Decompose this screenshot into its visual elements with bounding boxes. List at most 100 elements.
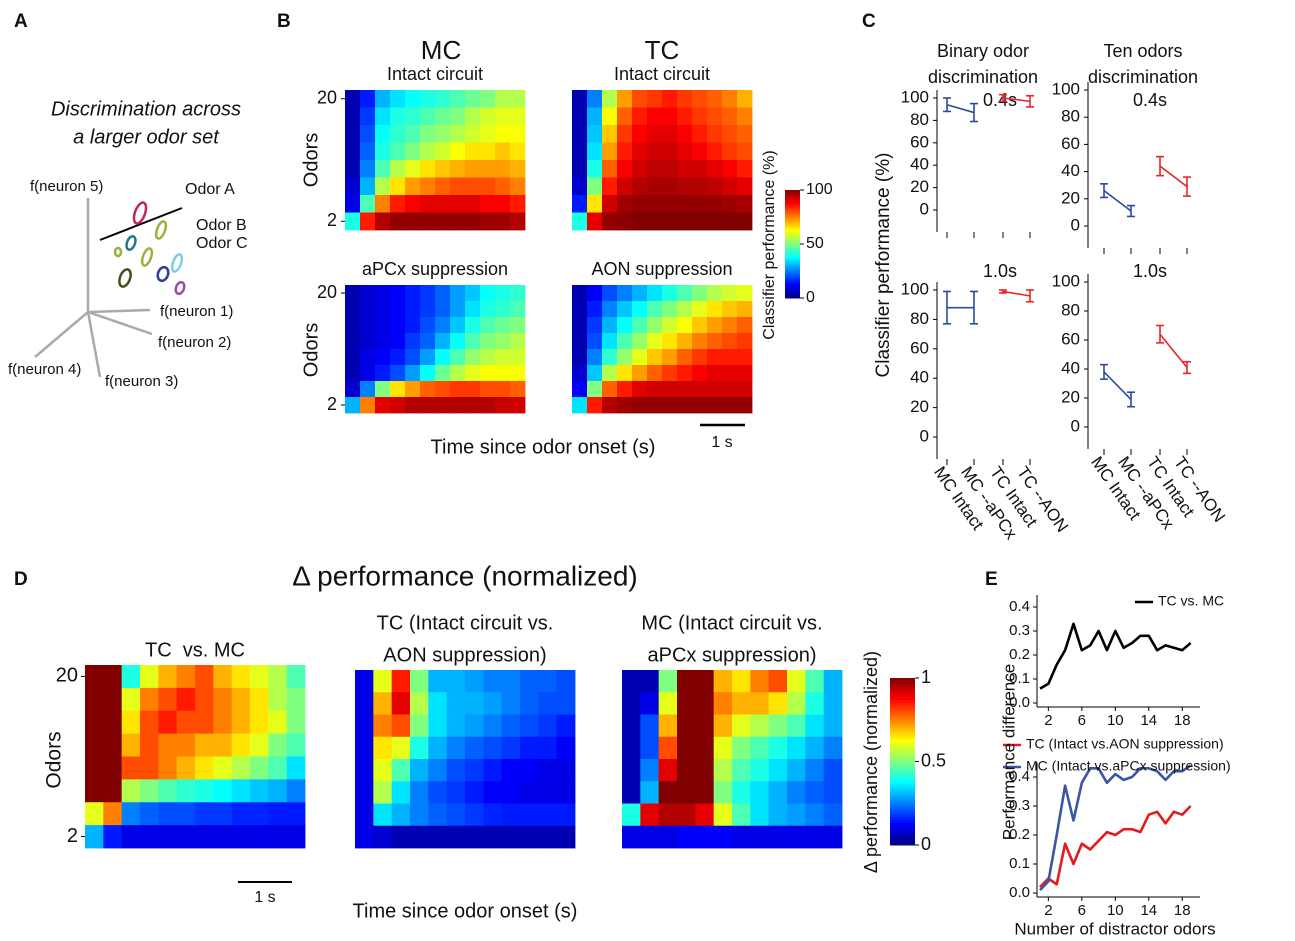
heatmap-cell xyxy=(213,733,233,757)
colorbar-segment xyxy=(890,836,915,840)
heatmap-cell xyxy=(410,670,429,693)
heatmap-cell xyxy=(495,125,511,143)
heatmap-cell xyxy=(465,107,481,126)
heatmap-cell xyxy=(405,142,421,161)
heatmap-cell xyxy=(750,825,770,849)
heatmap-cell xyxy=(602,365,618,382)
heatmap-cell xyxy=(572,107,588,126)
colorbar-segment xyxy=(890,783,915,788)
heatmap-cell xyxy=(787,759,806,782)
heatmap-cell xyxy=(450,160,466,178)
heatmap-cell xyxy=(390,125,406,143)
chart-subtitle: 1.0s xyxy=(983,261,1017,281)
scale-bar-label: 1 s xyxy=(254,889,275,906)
colorbar-segment xyxy=(785,274,800,277)
heatmap-cell xyxy=(480,195,496,213)
heatmap-cell xyxy=(707,349,723,366)
panel-title: a larger odor set xyxy=(73,126,220,148)
colorbar-segment xyxy=(890,728,915,732)
heatmap-cell xyxy=(213,710,233,735)
heatmap-cell xyxy=(622,714,641,738)
heatmap-cell xyxy=(450,397,466,414)
heatmap-cell xyxy=(213,779,233,803)
odor-space-axes xyxy=(34,198,153,378)
heatmap-cell xyxy=(176,825,196,849)
heatmap-cell xyxy=(355,759,374,782)
colorbar-segment xyxy=(890,730,915,735)
heatmap-cell xyxy=(510,125,526,143)
heatmap-cell xyxy=(510,317,526,334)
colorbar-tick-label: 0.5 xyxy=(921,750,946,770)
heatmap-cell xyxy=(410,803,429,827)
heatmap-cell xyxy=(556,736,576,760)
heatmap-cell xyxy=(213,802,233,826)
heatmap-cell xyxy=(103,687,123,712)
y-tick-label: 2 xyxy=(327,210,337,230)
colorbar-segment xyxy=(890,819,915,824)
heatmap-cell xyxy=(286,665,306,689)
heatmap-cell xyxy=(405,212,421,231)
heatmap-cell xyxy=(345,142,361,161)
heatmap-cell xyxy=(647,285,663,302)
heatmap-cell xyxy=(695,825,715,849)
colorbar-segment xyxy=(785,191,800,195)
heatmap-cell xyxy=(195,687,214,712)
heatmap-cell xyxy=(662,333,678,350)
heatmap-cell xyxy=(405,90,421,108)
heatmap-cell xyxy=(647,125,663,143)
heatmap-cell xyxy=(823,781,843,804)
heatmap-cell xyxy=(587,195,603,213)
colorbar-segment xyxy=(890,806,915,810)
heatmap-cell xyxy=(722,333,738,350)
colorbar-segment xyxy=(785,231,800,234)
colorbar-segment xyxy=(890,711,915,715)
colorbar-segment xyxy=(785,285,800,288)
heatmap-cell xyxy=(345,285,361,302)
heatmap-cell xyxy=(787,692,806,715)
heatmap-cell xyxy=(617,301,633,318)
heatmap-cell xyxy=(556,670,576,693)
x-tick-label: 18 xyxy=(1174,712,1191,729)
heatmap-cell xyxy=(428,803,448,827)
y-tick-label: 2 xyxy=(67,825,78,847)
heatmap-title: AON suppression xyxy=(591,259,732,279)
heatmap-cell xyxy=(677,212,693,231)
heatmap-cell xyxy=(140,802,159,826)
heatmap-cell xyxy=(250,779,269,803)
heatmap-cell xyxy=(231,802,251,826)
heatmap-cell xyxy=(480,397,496,414)
heatmap-cell xyxy=(85,733,104,757)
heatmap-cell xyxy=(602,177,618,196)
heatmap-cell xyxy=(360,142,376,161)
heatmap-cell xyxy=(345,195,361,213)
heatmap-cell xyxy=(420,365,436,382)
panel-label: E xyxy=(985,569,998,590)
heatmap-cell xyxy=(375,107,391,126)
colorbar-segment xyxy=(785,294,800,297)
heatmap-cell xyxy=(768,736,788,760)
y-tick-label: 0.4 xyxy=(1009,768,1030,785)
heatmap-cell xyxy=(435,160,451,178)
heatmap-cell xyxy=(662,142,678,161)
odor-cluster xyxy=(132,201,148,225)
heatmap-cell xyxy=(632,317,648,334)
heatmap-cell xyxy=(446,670,466,693)
heatmap-cell xyxy=(677,125,693,143)
heatmap-cell xyxy=(103,825,123,849)
heatmap-cell xyxy=(617,90,633,108)
heatmap-cell xyxy=(268,825,288,849)
heatmap-cell xyxy=(213,687,233,712)
heatmap-cell xyxy=(617,397,633,414)
heatmap-cell xyxy=(510,301,526,318)
colorbar-tick-label: 100 xyxy=(806,181,833,198)
heatmap-cell xyxy=(495,285,511,302)
heatmap-cell xyxy=(195,665,214,689)
panel-title: Δ performance (normalized) xyxy=(292,560,638,591)
heatmap-cell xyxy=(435,125,451,143)
colorbar-segment xyxy=(890,703,915,707)
heatmap-cell xyxy=(435,333,451,350)
series-line xyxy=(1002,97,1031,103)
heatmap-cell xyxy=(632,195,648,213)
heatmap-cell xyxy=(572,333,588,350)
